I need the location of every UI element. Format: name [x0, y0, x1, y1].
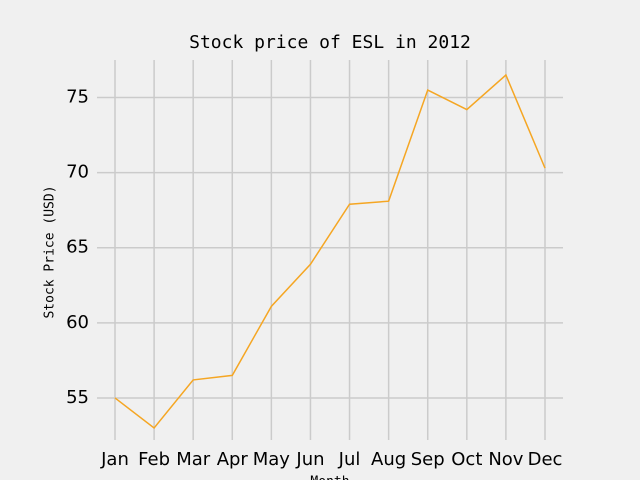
- x-tick-label: Jun: [295, 449, 324, 470]
- y-axis-label: Stock Price (USD): [43, 185, 58, 318]
- x-tick-label: Mar: [176, 449, 211, 470]
- y-tick-label: 65: [66, 237, 89, 258]
- x-tick-label: Nov: [488, 449, 523, 470]
- chart-title: Stock price of ESL in 2012: [189, 32, 471, 53]
- y-tick-label: 70: [66, 162, 89, 183]
- x-tick-label: May: [253, 449, 291, 470]
- y-tick-label: 75: [66, 87, 89, 108]
- y-tick-label: 60: [66, 312, 89, 333]
- x-tick-label: Sep: [411, 449, 445, 470]
- y-tick-label: 55: [66, 387, 89, 408]
- x-axis-label: Month: [310, 475, 349, 480]
- x-tick-label: Jan: [100, 449, 129, 470]
- x-tick-label: Dec: [528, 449, 563, 470]
- x-tick-label: Feb: [138, 449, 170, 470]
- x-tick-label: Apr: [217, 449, 249, 470]
- x-tick-label: Jul: [338, 449, 361, 470]
- x-tick-label: Oct: [451, 449, 482, 470]
- x-tick-label: Aug: [371, 449, 406, 470]
- data-line: [114, 73, 546, 430]
